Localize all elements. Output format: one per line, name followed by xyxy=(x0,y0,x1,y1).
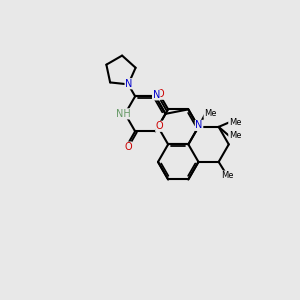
Text: N: N xyxy=(153,90,160,100)
Text: N: N xyxy=(195,120,203,130)
Text: Me: Me xyxy=(204,109,217,118)
Text: Me: Me xyxy=(229,131,241,140)
Text: Me: Me xyxy=(229,118,241,127)
Text: Me: Me xyxy=(221,171,234,180)
Text: NH: NH xyxy=(116,109,131,119)
Text: O: O xyxy=(156,121,163,131)
Text: O: O xyxy=(124,142,132,152)
Text: O: O xyxy=(157,89,164,99)
Text: N: N xyxy=(125,79,133,89)
